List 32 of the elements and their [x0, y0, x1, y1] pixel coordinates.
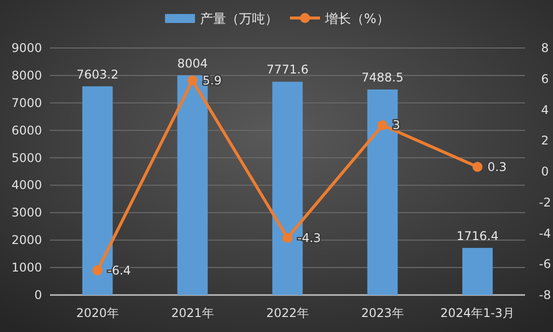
y-tick-label: 8000: [11, 68, 42, 82]
legend-label: 增长（%）: [324, 12, 390, 27]
data-label: 0.3: [488, 160, 507, 174]
y-tick-label: 0: [34, 288, 42, 302]
y2-tick-label: -2: [539, 195, 551, 210]
legend-label: 产量（万吨）: [200, 12, 278, 27]
x-tick-label: 2022年: [266, 306, 309, 320]
y-tick-label: 3000: [11, 206, 42, 220]
y-tick-label: 4000: [11, 178, 42, 192]
x-tick-label: 2023年: [361, 306, 404, 320]
y-tick-label: 2000: [11, 233, 42, 248]
x-tick-label: 2020年: [76, 306, 119, 320]
y-tick-label: 5000: [11, 150, 42, 165]
y2-tick-label: 6: [541, 72, 549, 86]
data-label: 7488.5: [362, 70, 404, 84]
x-tick-label: 2021年: [171, 306, 214, 320]
y-tick-label: 1000: [11, 260, 42, 275]
y-tick-label: 7000: [11, 96, 42, 110]
y2-tick-label: 0: [541, 164, 549, 178]
y-tick-label: 6000: [11, 123, 42, 138]
y2-tick-label: 8: [541, 41, 549, 55]
y2-tick-label: 2: [541, 134, 549, 148]
x-tick-label: 2024年1-3月: [440, 306, 515, 320]
y-tick-label: 9000: [11, 41, 42, 55]
y2-tick-label: -4: [539, 226, 551, 240]
y2-tick-label: -8: [539, 288, 551, 302]
y2-tick-label: -6: [539, 257, 551, 272]
y2-tick-label: 4: [541, 102, 549, 117]
data-label: 1716.4: [456, 228, 498, 243]
data-label: 7771.6: [266, 62, 308, 77]
data-label: 8004: [177, 56, 208, 70]
data-label: 7603.2: [76, 67, 118, 82]
